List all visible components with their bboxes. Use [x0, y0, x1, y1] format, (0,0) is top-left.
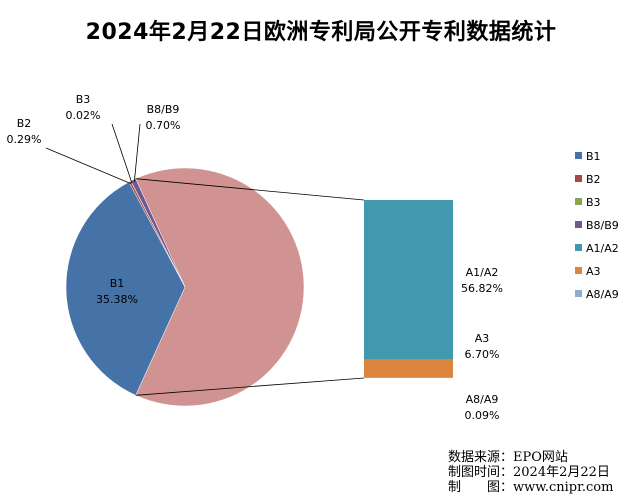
bar-label-name-a1-a2: A1/A2	[466, 266, 499, 279]
pie-label-name-b8-b9: B8/B9	[147, 103, 180, 116]
connector-line-bottom	[135, 377, 365, 396]
chart-title: 2024年2月22日欧洲专利局公开专利数据统计	[85, 20, 557, 45]
pie-label-name-b2: B2	[17, 117, 32, 130]
bar-segment-a3	[364, 359, 453, 378]
pie-label-value-b1: 35.38%	[96, 293, 138, 306]
pie-slice-b1	[65, 181, 186, 396]
pie-label-name-b3: B3	[76, 93, 91, 106]
bar-label-value-a1-a2: 56.82%	[461, 282, 503, 295]
bar-label-value-a8-a9: 0.09%	[465, 409, 500, 422]
pie-label-name-b1: B1	[110, 277, 125, 290]
legend-label-b8-b9: B8/B9	[586, 219, 619, 232]
pie-label-value-b8-b9: 0.70%	[146, 119, 181, 132]
bar-label-name-a3: A3	[475, 332, 490, 345]
pie-label-value-b3: 0.02%	[66, 109, 101, 122]
source-note: 数据来源：EPO网站 制图时间：2024年2月22日 制 图：www.cnipr…	[448, 450, 613, 495]
legend-swatch-a1-a2	[575, 244, 582, 251]
legend-label-b1: B1	[586, 150, 601, 163]
legend-swatch-b1	[575, 152, 582, 159]
leader-line-b8-b9	[133, 123, 141, 183]
leader-line-b2	[45, 147, 132, 185]
legend-swatch-b2	[575, 175, 582, 182]
legend-swatch-b8-b9	[575, 221, 582, 228]
bar-label-value-a3: 6.70%	[465, 348, 500, 361]
legend-label-a3: A3	[586, 265, 601, 278]
source-line-chart-date: 制图时间：2024年2月22日	[448, 465, 610, 480]
legend-swatch-a3	[575, 267, 582, 274]
legend-label-b3: B3	[586, 196, 601, 209]
legend-label-a8-a9: A8/A9	[586, 288, 619, 301]
legend-swatch-b3	[575, 198, 582, 205]
bar-label-name-a8-a9: A8/A9	[466, 393, 499, 406]
legend-swatch-a8-a9	[575, 290, 582, 297]
source-line-data-origin: 数据来源：EPO网站	[448, 450, 568, 465]
connector-line-top	[135, 178, 365, 201]
bar-segment-a1-a2	[364, 200, 453, 359]
pie-label-value-b2: 0.29%	[7, 133, 42, 146]
legend-label-a1-a2: A1/A2	[586, 242, 619, 255]
legend-label-b2: B2	[586, 173, 601, 186]
leader-line-b3	[111, 123, 133, 184]
source-line-author: 制 图：www.cnipr.com	[448, 480, 614, 495]
pie-slice-combined-other	[135, 167, 305, 407]
